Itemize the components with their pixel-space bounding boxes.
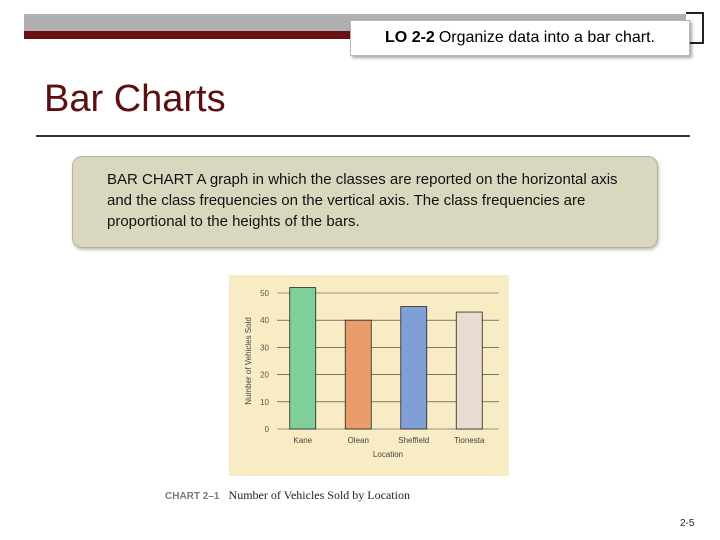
corner-decoration bbox=[686, 12, 704, 44]
y-tick-label: 20 bbox=[260, 371, 269, 380]
x-tick-label: Tionesta bbox=[454, 436, 485, 445]
bar-sheffield bbox=[400, 306, 428, 430]
bar-chart-svg: 0 10 20 30 40 50 Kane Olean Sheffield Tionesta Loc… bbox=[229, 275, 509, 476]
caption-number: CHART 2–1 bbox=[165, 491, 220, 502]
x-tick-label: Olean bbox=[348, 436, 369, 445]
x-tick-label: Kane bbox=[293, 436, 312, 445]
learning-objective-code: LO 2-2 bbox=[385, 29, 435, 46]
y-tick-label: 10 bbox=[260, 398, 269, 407]
y-tick-label: 50 bbox=[260, 289, 269, 298]
y-tick-label: 40 bbox=[260, 316, 269, 325]
definition-box: BAR CHART A graph in which the classes a… bbox=[72, 156, 658, 248]
bar-chart: 0 10 20 30 40 50 Kane Olean Sheffield Tionesta Loc… bbox=[229, 275, 509, 476]
slide-title: Bar Charts bbox=[44, 78, 226, 120]
bar-tionesta bbox=[455, 311, 483, 430]
caption-text: Number of Vehicles Sold by Location bbox=[228, 488, 410, 502]
y-axis-label: Number of Vehicles Sold bbox=[244, 317, 253, 405]
page-number: 2-5 bbox=[680, 518, 695, 529]
bar-olean bbox=[344, 319, 372, 430]
y-tick-label: 0 bbox=[265, 425, 270, 434]
learning-objective-text: Organize data into a bar chart. bbox=[438, 29, 655, 46]
learning-objective-box: LO 2-2 Organize data into a bar chart. bbox=[350, 20, 690, 56]
x-tick-label: Sheffield bbox=[398, 436, 429, 445]
y-tick-label: 30 bbox=[260, 343, 269, 352]
title-divider bbox=[36, 135, 690, 137]
figure-caption: CHART 2–1 Number of Vehicles Sold by Loc… bbox=[165, 488, 410, 503]
bar-kane bbox=[289, 287, 317, 430]
definition-text: BAR CHART A graph in which the classes a… bbox=[107, 171, 618, 230]
x-axis-label: Location bbox=[373, 450, 403, 459]
